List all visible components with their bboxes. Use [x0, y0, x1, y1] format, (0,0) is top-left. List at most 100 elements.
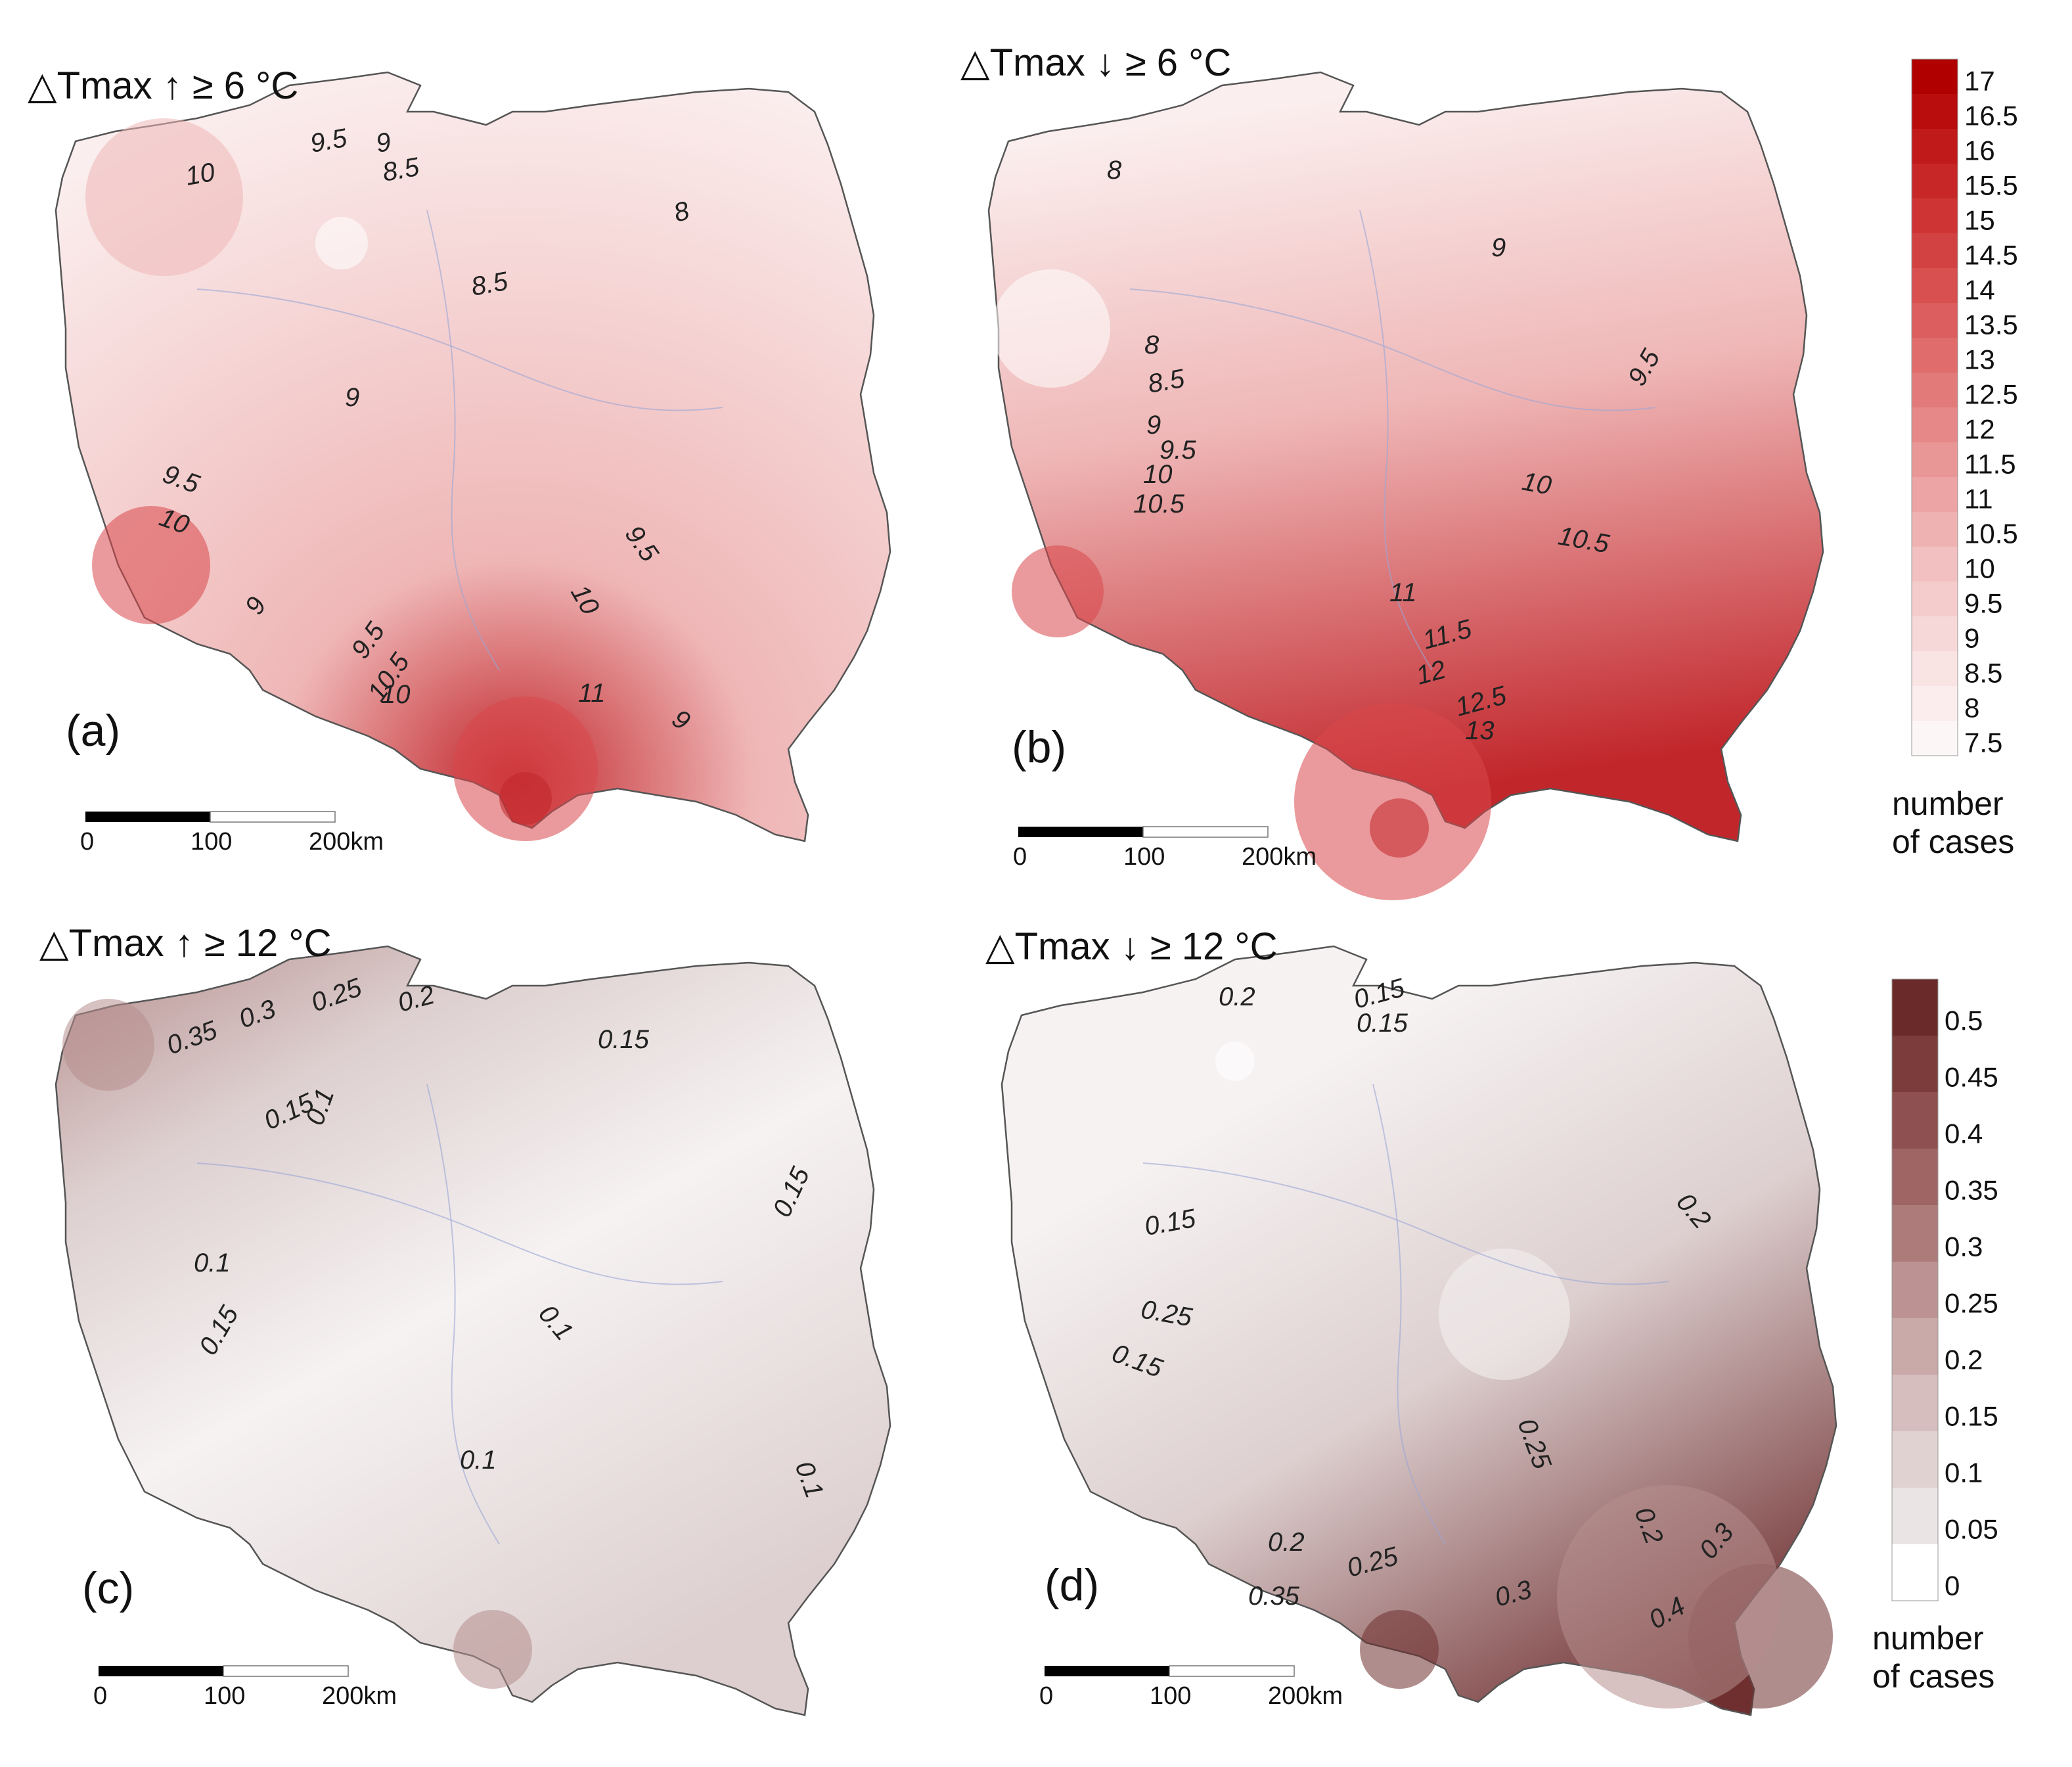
map-panel-d: △Tmax ↓ ≥ 12 °C(d)0.2 0.150.150.15 0.20.25… [985, 925, 1837, 1716]
legend-tick-label: 9.5 [1964, 588, 2002, 619]
legend-tick-label: 0.35 [1945, 1174, 1998, 1205]
isoline-label: 13 [1465, 716, 1495, 745]
legend-tick-label: 16 [1964, 135, 1995, 166]
scalebar-label: 0 [80, 828, 94, 856]
legend-caption-line: of cases [1892, 823, 2014, 860]
legend-tick-label: 0.1 [1945, 1457, 1983, 1488]
isoline-label: 0.1 [194, 1249, 231, 1277]
legend-swatch [1912, 338, 1958, 373]
legend-tick-label: 0.3 [1945, 1231, 1983, 1262]
shading-blob [1215, 1042, 1255, 1081]
legend-tick-label: 10.5 [1964, 518, 2018, 549]
scalebar-white [1169, 1665, 1295, 1677]
river-line [1129, 288, 1656, 411]
panel-letter: (b) [1012, 722, 1066, 772]
legend-tick-label: 16.5 [1964, 101, 2018, 131]
legend-tick-label: 14 [1964, 275, 1995, 306]
isoline-label: 11 [578, 679, 606, 708]
isoline-label: 10 [1520, 467, 1553, 501]
legend-tick-label: 14.5 [1964, 240, 2018, 271]
legend-swatch [1912, 268, 1958, 304]
legend-tick-label: 11.5 [1964, 449, 2016, 480]
isoline-label: 0.15 [598, 1025, 650, 1054]
country-outline [55, 945, 891, 1716]
legend-swatch [1912, 59, 1958, 95]
river-line [426, 210, 500, 671]
shading-blob [1012, 545, 1104, 637]
isoline-label: 9.5 [308, 124, 349, 158]
legend-tick-label: 17 [1964, 66, 1995, 97]
legend-swatch [1912, 233, 1958, 269]
scalebar-black [85, 812, 210, 822]
isoline-label: 9 [1146, 411, 1161, 440]
legend-swatch [1912, 373, 1958, 408]
isoline-label: 10 [183, 158, 217, 191]
legend-swatch [1912, 129, 1958, 164]
shading-blob [1439, 1249, 1570, 1380]
legend-tick-label: 0.45 [1945, 1061, 1998, 1092]
shading-blob [1370, 798, 1429, 858]
panel-letter: (d) [1045, 1560, 1099, 1610]
scalebar-label: 0 [1039, 1682, 1053, 1710]
legend-swatch [1892, 1488, 1938, 1545]
scalebar-black [1045, 1666, 1169, 1676]
legend-swatch [1892, 1431, 1938, 1488]
legend-tick-label: 0.25 [1945, 1287, 1998, 1318]
legend-swatch [1912, 407, 1958, 443]
isoline-label: 8.5 [380, 152, 422, 187]
legend-tick-label: 0.2 [1945, 1344, 1983, 1375]
shading-blob [1557, 1485, 1780, 1709]
isoline-label: 0.35 [1248, 1582, 1300, 1611]
scalebar-label: 200km [322, 1682, 397, 1710]
legend-swatch [1912, 303, 1958, 338]
isoline-label: 9.5 [1160, 436, 1196, 465]
map-panel-c: △Tmax ↑ ≥ 12 °C(c)0.350.3 0.25 0.20.150.15… [39, 922, 891, 1716]
isoline-label: 11 [1389, 578, 1417, 607]
scalebar-label: 0 [93, 1682, 107, 1710]
river-line [1142, 1162, 1669, 1285]
legend-tick-label: 0.05 [1945, 1513, 1998, 1544]
legend-swatch [1892, 1544, 1938, 1601]
river-line [1359, 210, 1433, 671]
river-line [1372, 1084, 1446, 1545]
isoline-label: 9 [1491, 233, 1506, 262]
panel-title: △Tmax ↓ ≥ 6 °C [960, 41, 1231, 84]
river-line [196, 288, 723, 411]
legend-swatch [1892, 1092, 1938, 1149]
shading-blob [85, 118, 243, 276]
isoline-label: 0.15 [1357, 1009, 1408, 1038]
shading-blob [992, 269, 1110, 388]
legend-swatch [1892, 1036, 1938, 1093]
legend-swatch [1892, 1375, 1938, 1432]
legend-swatch [1892, 1205, 1938, 1262]
panel-letter: (a) [66, 706, 120, 756]
shading-blob [453, 1610, 532, 1689]
legend-tick-label: 13.5 [1964, 310, 2018, 340]
shading-blob [315, 217, 368, 269]
scalebar-label: 0 [1013, 843, 1027, 871]
legend-tick-label: 13 [1964, 344, 1995, 375]
panel-title: △Tmax ↑ ≥ 6 °C [28, 64, 298, 107]
shading-blob [92, 506, 210, 624]
isoline-label: 8.5 [1146, 364, 1187, 399]
legend-swatch [1912, 686, 1958, 722]
scalebar-white [1142, 826, 1269, 838]
scalebar-label: 100 [1150, 1682, 1191, 1710]
shading-blob [1360, 1610, 1439, 1689]
legend-tick-label: 15 [1964, 205, 1995, 236]
legend-tick-label: 0.5 [1945, 1005, 1983, 1036]
legend-tick-label: 9 [1964, 623, 1979, 654]
legend-swatch [1892, 1149, 1938, 1206]
scalebar-black [1018, 827, 1143, 837]
legend-swatch [1892, 1318, 1938, 1375]
legend-swatch [1912, 94, 1958, 129]
shading-blob [62, 999, 154, 1091]
legend-top: 1716.51615.51514.51413.51312.51211.51110… [1892, 58, 2018, 860]
legend-swatch [1912, 512, 1958, 547]
legend-frame [1911, 58, 1958, 756]
legend-swatch [1912, 442, 1958, 478]
scalebar-black [99, 1666, 223, 1676]
isoline-label: 8 [1144, 331, 1160, 359]
legend-swatch [1912, 547, 1958, 582]
